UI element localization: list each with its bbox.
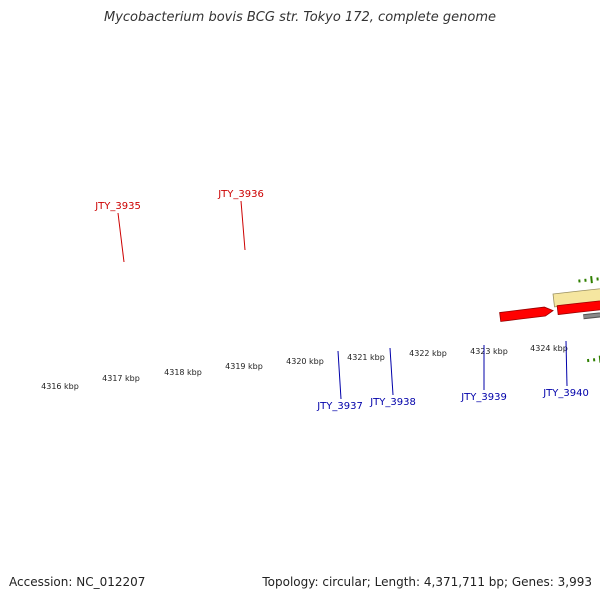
gene-leader-line — [389, 347, 394, 396]
gene-leader-line — [565, 340, 568, 387]
gene-label-jty-3935[interactable]: JTY_3935 — [94, 201, 141, 212]
scale-label: 4316 kbp — [41, 382, 79, 391]
gene-leader-line — [117, 212, 125, 263]
scale-label: 4321 kbp — [347, 353, 385, 362]
scale-label: 4318 kbp — [164, 368, 202, 377]
map-title: Mycobacterium bovis BCG str. Tokyo 172, … — [104, 10, 496, 25]
gene-label-jty-3940[interactable]: JTY_3940 — [542, 388, 589, 399]
gene-label-jty-3939[interactable]: JTY_3939 — [460, 392, 507, 403]
scale-label: 4319 kbp — [225, 362, 263, 371]
scale-label: 4323 kbp — [470, 347, 508, 356]
accession-label: Accession: NC_012207 — [9, 575, 146, 589]
scale-label: 4320 kbp — [286, 357, 324, 366]
genome-summary: Topology: circular; Length: 4,371,711 bp… — [262, 575, 592, 589]
scale-label: 4324 kbp — [530, 344, 568, 353]
gene-leader-line — [337, 350, 342, 400]
outer-scale-tick — [590, 276, 593, 284]
gene-leader-line — [240, 200, 246, 251]
gene-label-jty-3936[interactable]: JTY_3936 — [217, 189, 264, 200]
scale-label: 4317 kbp — [102, 374, 140, 383]
forward-gene-arrow[interactable] — [556, 294, 600, 315]
scale-label: 4322 kbp — [409, 349, 447, 358]
gene-label-jty-3938[interactable]: JTY_3938 — [369, 397, 416, 408]
forward-gene-arrow[interactable] — [499, 306, 554, 322]
gene-label-jty-3937[interactable]: JTY_3937 — [316, 401, 363, 412]
